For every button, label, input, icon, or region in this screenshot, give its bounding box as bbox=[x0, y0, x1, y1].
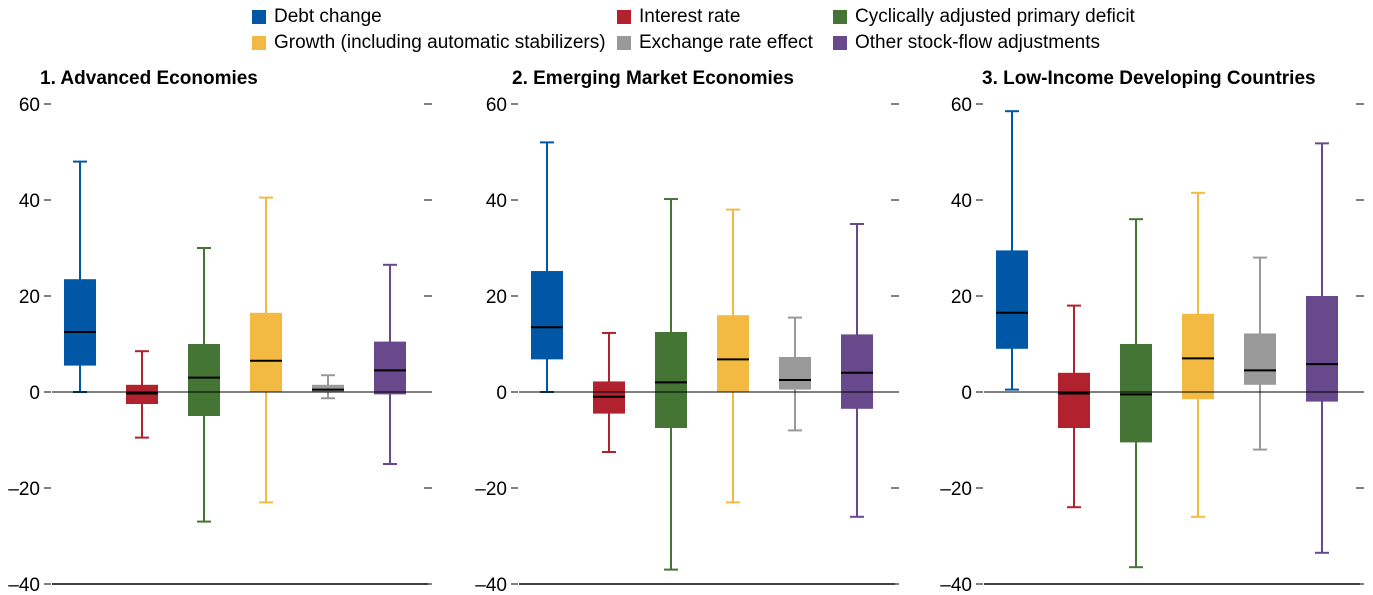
iqr-box bbox=[1120, 344, 1152, 443]
y-tick-label: 20 bbox=[951, 287, 972, 308]
panel-low-income-developing: 3. Low-Income Developing Countries 60 40 2… bbox=[932, 68, 1372, 595]
iqr-box bbox=[996, 250, 1028, 349]
legend-label: Other stock-flow adjustments bbox=[855, 32, 1100, 53]
iqr-box bbox=[250, 312, 282, 392]
box-exchange-rate bbox=[312, 374, 344, 400]
box-plot-low-income: 60 40 20 0 –20 –40 bbox=[940, 95, 1364, 595]
box-growth bbox=[250, 196, 282, 504]
legend-swatch-debt-change bbox=[252, 10, 266, 24]
box-other bbox=[841, 223, 873, 518]
legend-label: Cyclically adjusted primary deficit bbox=[855, 6, 1135, 27]
iqr-box bbox=[1244, 333, 1276, 385]
y-tick-label: 60 bbox=[486, 95, 507, 116]
box-exchange-rate bbox=[1244, 256, 1276, 451]
box-debt-change bbox=[531, 141, 563, 393]
iqr-box bbox=[655, 332, 687, 428]
legend-item-debt-change: Debt change bbox=[252, 6, 382, 28]
box-cyclical bbox=[655, 198, 687, 571]
legend-swatch-other bbox=[833, 36, 847, 50]
y-tick-label: –40 bbox=[940, 575, 972, 595]
box-other bbox=[374, 263, 406, 465]
chart-legend: Debt change Interest rate Cyclically adj… bbox=[0, 0, 1373, 60]
y-tick-label: 40 bbox=[486, 191, 507, 212]
iqr-box bbox=[531, 271, 563, 360]
legend-label: Debt change bbox=[274, 6, 382, 27]
legend-swatch-exchange-rate bbox=[617, 36, 631, 50]
box-cyclical bbox=[188, 247, 220, 523]
box-growth bbox=[1182, 191, 1214, 518]
panel-title: 3. Low-Income Developing Countries bbox=[982, 68, 1316, 89]
box-other bbox=[1306, 142, 1338, 554]
panel-emerging-market-economies: 2. Emerging Market Economies 60 40 20 0 –20 –… bbox=[467, 68, 907, 595]
box-interest-rate bbox=[126, 350, 158, 439]
legend-label: Interest rate bbox=[639, 6, 741, 27]
iqr-box bbox=[841, 334, 873, 409]
panel-advanced-economies: 1. Advanced Economies 60 40 20 0 –20 –40 bbox=[0, 68, 440, 595]
y-tick-label: –40 bbox=[475, 575, 507, 595]
box-plot-emerging: 60 40 20 0 –20 –40 bbox=[475, 95, 899, 595]
legend-swatch-growth bbox=[252, 36, 266, 50]
y-tick-label: –40 bbox=[8, 575, 40, 595]
legend-swatch-cyclical bbox=[833, 10, 847, 24]
legend-item-growth: Growth (including automatic stabilizers) bbox=[252, 32, 606, 54]
legend-label: Growth (including automatic stabilizers) bbox=[274, 32, 606, 53]
legend-item-interest-rate: Interest rate bbox=[617, 6, 740, 28]
box-plot-advanced: 60 40 20 0 –20 –40 bbox=[8, 95, 432, 595]
y-tick-label: 0 bbox=[961, 383, 972, 404]
iqr-box bbox=[188, 344, 220, 416]
y-tick-label: 20 bbox=[486, 287, 507, 308]
legend-item-exchange-rate: Exchange rate effect bbox=[617, 32, 813, 54]
legend-label: Exchange rate effect bbox=[639, 32, 813, 53]
y-tick-label: 20 bbox=[19, 287, 40, 308]
iqr-box bbox=[1306, 296, 1338, 402]
y-tick-label: 40 bbox=[19, 191, 40, 212]
legend-swatch-interest-rate bbox=[617, 10, 631, 24]
box-exchange-rate bbox=[779, 316, 811, 432]
panel-title: 2. Emerging Market Economies bbox=[512, 68, 794, 89]
legend-item-cyclical: Cyclically adjusted primary deficit bbox=[833, 6, 1135, 28]
box-cyclical bbox=[1120, 218, 1152, 569]
iqr-box bbox=[64, 279, 96, 366]
box-debt-change bbox=[996, 110, 1028, 391]
iqr-box bbox=[779, 356, 811, 390]
y-tick-label: 60 bbox=[951, 95, 972, 116]
iqr-box bbox=[717, 315, 749, 392]
y-tick-label: –20 bbox=[8, 479, 40, 500]
iqr-box bbox=[312, 384, 344, 392]
box-growth bbox=[717, 208, 749, 504]
y-tick-label: –20 bbox=[940, 479, 972, 500]
iqr-box bbox=[374, 341, 406, 395]
iqr-box bbox=[1182, 313, 1214, 400]
panel-title: 1. Advanced Economies bbox=[40, 68, 258, 89]
y-tick-label: 0 bbox=[496, 383, 507, 404]
box-debt-change bbox=[64, 160, 96, 393]
iqr-box bbox=[1058, 372, 1090, 428]
legend-item-other: Other stock-flow adjustments bbox=[833, 32, 1100, 54]
y-tick-label: 0 bbox=[29, 383, 40, 404]
y-tick-label: 40 bbox=[951, 191, 972, 212]
y-tick-label: –20 bbox=[475, 479, 507, 500]
box-interest-rate bbox=[1058, 304, 1090, 509]
y-tick-label: 60 bbox=[19, 95, 40, 116]
